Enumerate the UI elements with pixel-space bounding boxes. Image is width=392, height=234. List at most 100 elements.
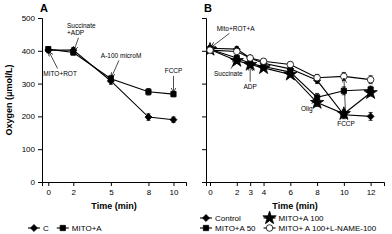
- annotation-arrow: [49, 52, 57, 69]
- annotation-line: Succinate: [214, 70, 243, 77]
- axis-line: [43, 183, 187, 187]
- error-bar-cap: [315, 101, 319, 102]
- error-bar: [71, 50, 75, 55]
- y-axis: [202, 19, 207, 183]
- annotation-arrow: [74, 38, 79, 51]
- x-tick-mark: [317, 182, 318, 186]
- legend-label: MITO+A 50: [215, 224, 256, 233]
- legend-label: Control: [215, 214, 241, 223]
- x-tick: 10: [170, 182, 179, 197]
- x-tick-label: 8: [315, 188, 320, 197]
- panel-title: A: [40, 2, 48, 14]
- x-tick: 2: [235, 182, 240, 197]
- annotation-arrow: [312, 99, 316, 104]
- legend: Control MITO+A 100 MITO+A 50 MITO+ A 100+L-…: [200, 211, 377, 233]
- error-bar: [109, 75, 113, 82]
- y-tick-mark: [202, 116, 206, 117]
- y-tick: [202, 116, 206, 117]
- annotation-line: MITO+ROT: [43, 70, 77, 77]
- series: [45, 47, 177, 123]
- point: [341, 88, 346, 93]
- legend: CMITO+A: [28, 224, 102, 233]
- annotations: MITO+ROTSuccinate+ADPA-100 microMFCCP: [43, 22, 182, 92]
- x-axis-title: Time (min): [91, 201, 136, 211]
- panel: 0234681012BTime (min)Mito+ROT+ASuccinate…: [202, 2, 385, 211]
- chart-root: 0258100100200300400500ATime (min)Oxygen …: [0, 0, 392, 234]
- y-tick: [202, 18, 206, 19]
- x-tick-label: 5: [109, 188, 114, 197]
- panel-title: B: [204, 2, 212, 14]
- x-tick: 5: [109, 182, 114, 197]
- y-tick-mark: [38, 51, 42, 52]
- y-axis-title: Oxygen (μmol/L): [4, 64, 14, 135]
- x-tick-mark: [173, 182, 174, 186]
- annotation-arrow: [231, 60, 236, 69]
- annotation: Succinate+ADP: [67, 22, 96, 36]
- point: [234, 55, 239, 60]
- legend-marker: [266, 225, 273, 232]
- legend-item: C: [28, 224, 49, 233]
- point: [284, 67, 297, 80]
- series-line: [210, 49, 371, 113]
- y-tick: [202, 84, 206, 85]
- x-axis: 025810: [43, 182, 187, 197]
- point: [314, 74, 321, 81]
- panel: 0258100100200300400500ATime (min)Oxygen …: [4, 2, 187, 211]
- x-tick: 3: [248, 182, 253, 197]
- point: [146, 89, 151, 94]
- y-tick-mark: [38, 149, 42, 150]
- y-tick-label: 0: [31, 178, 36, 187]
- y-tick-mark: [38, 84, 42, 85]
- annotation-arrow: [250, 67, 251, 82]
- point: [233, 48, 240, 55]
- x-tick-label: 12: [367, 188, 376, 197]
- y-axis: 0100200300400500: [22, 14, 43, 187]
- annotation-arrow: [212, 33, 230, 47]
- annotation-arrow: [344, 78, 346, 118]
- point: [368, 87, 373, 92]
- y-tick-label: 100: [22, 145, 36, 154]
- plot-area: [206, 42, 377, 120]
- x-tick-mark: [111, 182, 112, 186]
- y-tick: [202, 51, 206, 52]
- legend-label: MITO+ A 100+L-NAME-100: [279, 224, 377, 233]
- axis-line: [202, 19, 207, 183]
- x-tick-label: 10: [340, 188, 349, 197]
- x-tick-mark: [344, 182, 345, 186]
- error-bar: [235, 55, 239, 60]
- legend-marker: [31, 225, 38, 232]
- series-line: [210, 48, 371, 116]
- point: [287, 61, 294, 68]
- y-tick-label: 200: [22, 112, 36, 121]
- x-tick-label: 0: [47, 188, 52, 197]
- error-bar: [46, 47, 50, 52]
- x-tick: 0: [47, 182, 52, 197]
- legend-label: MITO+A 100: [279, 214, 325, 223]
- x-tick-mark: [237, 182, 238, 186]
- point: [367, 76, 374, 83]
- annotation: A-100 microM: [101, 52, 141, 59]
- legend-marker: [203, 215, 210, 222]
- point: [364, 86, 377, 99]
- error-bar-cap: [315, 93, 319, 94]
- chart-svg: 0258100100200300400500ATime (min)Oxygen …: [0, 0, 392, 234]
- point: [145, 114, 152, 121]
- error-bar-cap: [342, 86, 346, 87]
- annotation-line: ADP: [243, 83, 256, 90]
- x-tick-mark: [264, 182, 265, 186]
- annotation-line: A-100 microM: [101, 52, 141, 59]
- x-tick-mark: [290, 182, 291, 186]
- legend-marker: [203, 225, 208, 230]
- plot-area: [45, 47, 177, 124]
- annotation-line: FCCP: [337, 120, 355, 127]
- series: [207, 47, 374, 84]
- x-tick-mark: [250, 182, 251, 186]
- error-bar: [369, 86, 373, 93]
- error-bar: [315, 93, 319, 101]
- x-tick: 2: [72, 182, 77, 197]
- x-tick-label: 3: [248, 188, 253, 197]
- x-tick-label: 0: [208, 188, 213, 197]
- point: [171, 91, 176, 96]
- annotations: Mito+ROT+ASuccinateADPOligFCCP: [212, 25, 355, 127]
- legend-item: Control: [200, 214, 241, 223]
